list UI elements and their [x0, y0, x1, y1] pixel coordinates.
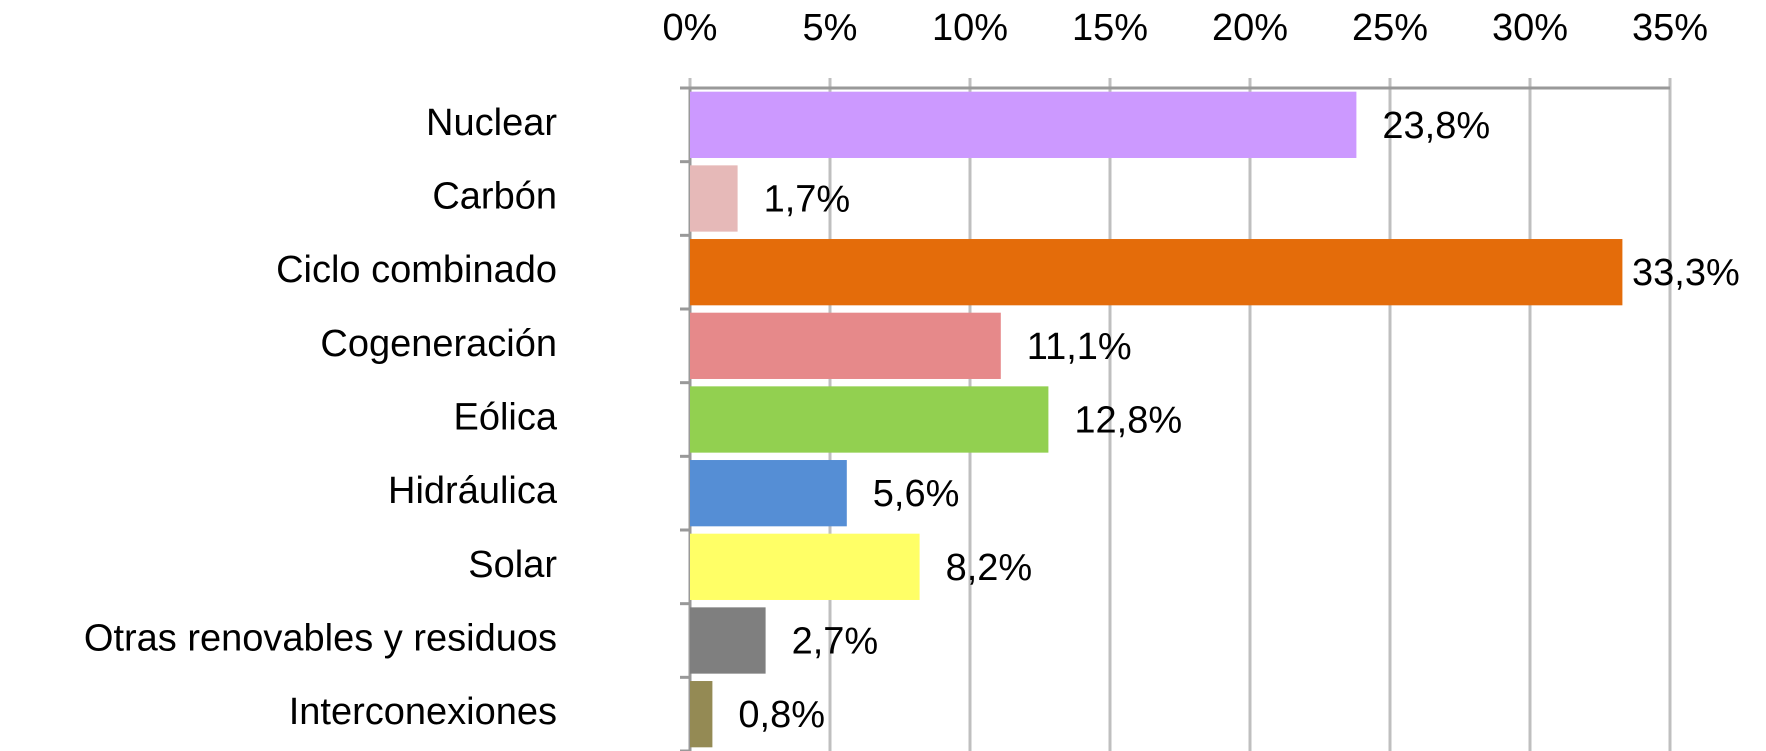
y-tick-label: Hidráulica: [388, 470, 558, 512]
y-tick-label: Solar: [468, 544, 557, 586]
bar: [690, 533, 920, 600]
x-tick-label: 20%: [1212, 7, 1288, 49]
y-tick-label: Nuclear: [426, 102, 557, 144]
bar: [690, 460, 847, 527]
x-tick-label: 30%: [1492, 7, 1568, 49]
value-label: 5,6%: [873, 473, 960, 515]
y-tick-label: Interconexiones: [289, 691, 557, 733]
x-tick-label: 25%: [1352, 7, 1428, 49]
x-tick-label: 35%: [1632, 7, 1708, 49]
x-tick-label: 10%: [932, 7, 1008, 49]
y-tick-label: Carbón: [432, 176, 557, 218]
bar: [690, 607, 766, 674]
value-label: 0,8%: [738, 694, 825, 736]
value-label: 12,8%: [1074, 400, 1182, 442]
bar: [690, 239, 1623, 306]
value-label: 8,2%: [946, 547, 1033, 589]
y-tick-label: Cogeneración: [320, 323, 557, 365]
x-tick-label: 15%: [1072, 7, 1148, 49]
y-tick-label: Eólica: [454, 397, 558, 439]
value-label: 11,1%: [1027, 326, 1132, 368]
x-tick-label: 0%: [663, 7, 718, 49]
value-label: 1,7%: [764, 179, 851, 221]
bar: [690, 91, 1357, 158]
bar: [690, 312, 1001, 379]
value-label: 33,3%: [1632, 252, 1740, 294]
value-label: 2,7%: [792, 621, 879, 663]
bar: [690, 165, 738, 232]
y-tick-label: Otras renovables y residuos: [84, 618, 557, 660]
bar: [690, 386, 1049, 453]
y-tick-label: Ciclo combinado: [276, 249, 557, 291]
bar: [690, 681, 713, 748]
value-label: 23,8%: [1382, 105, 1490, 147]
x-tick-label: 5%: [803, 7, 858, 49]
